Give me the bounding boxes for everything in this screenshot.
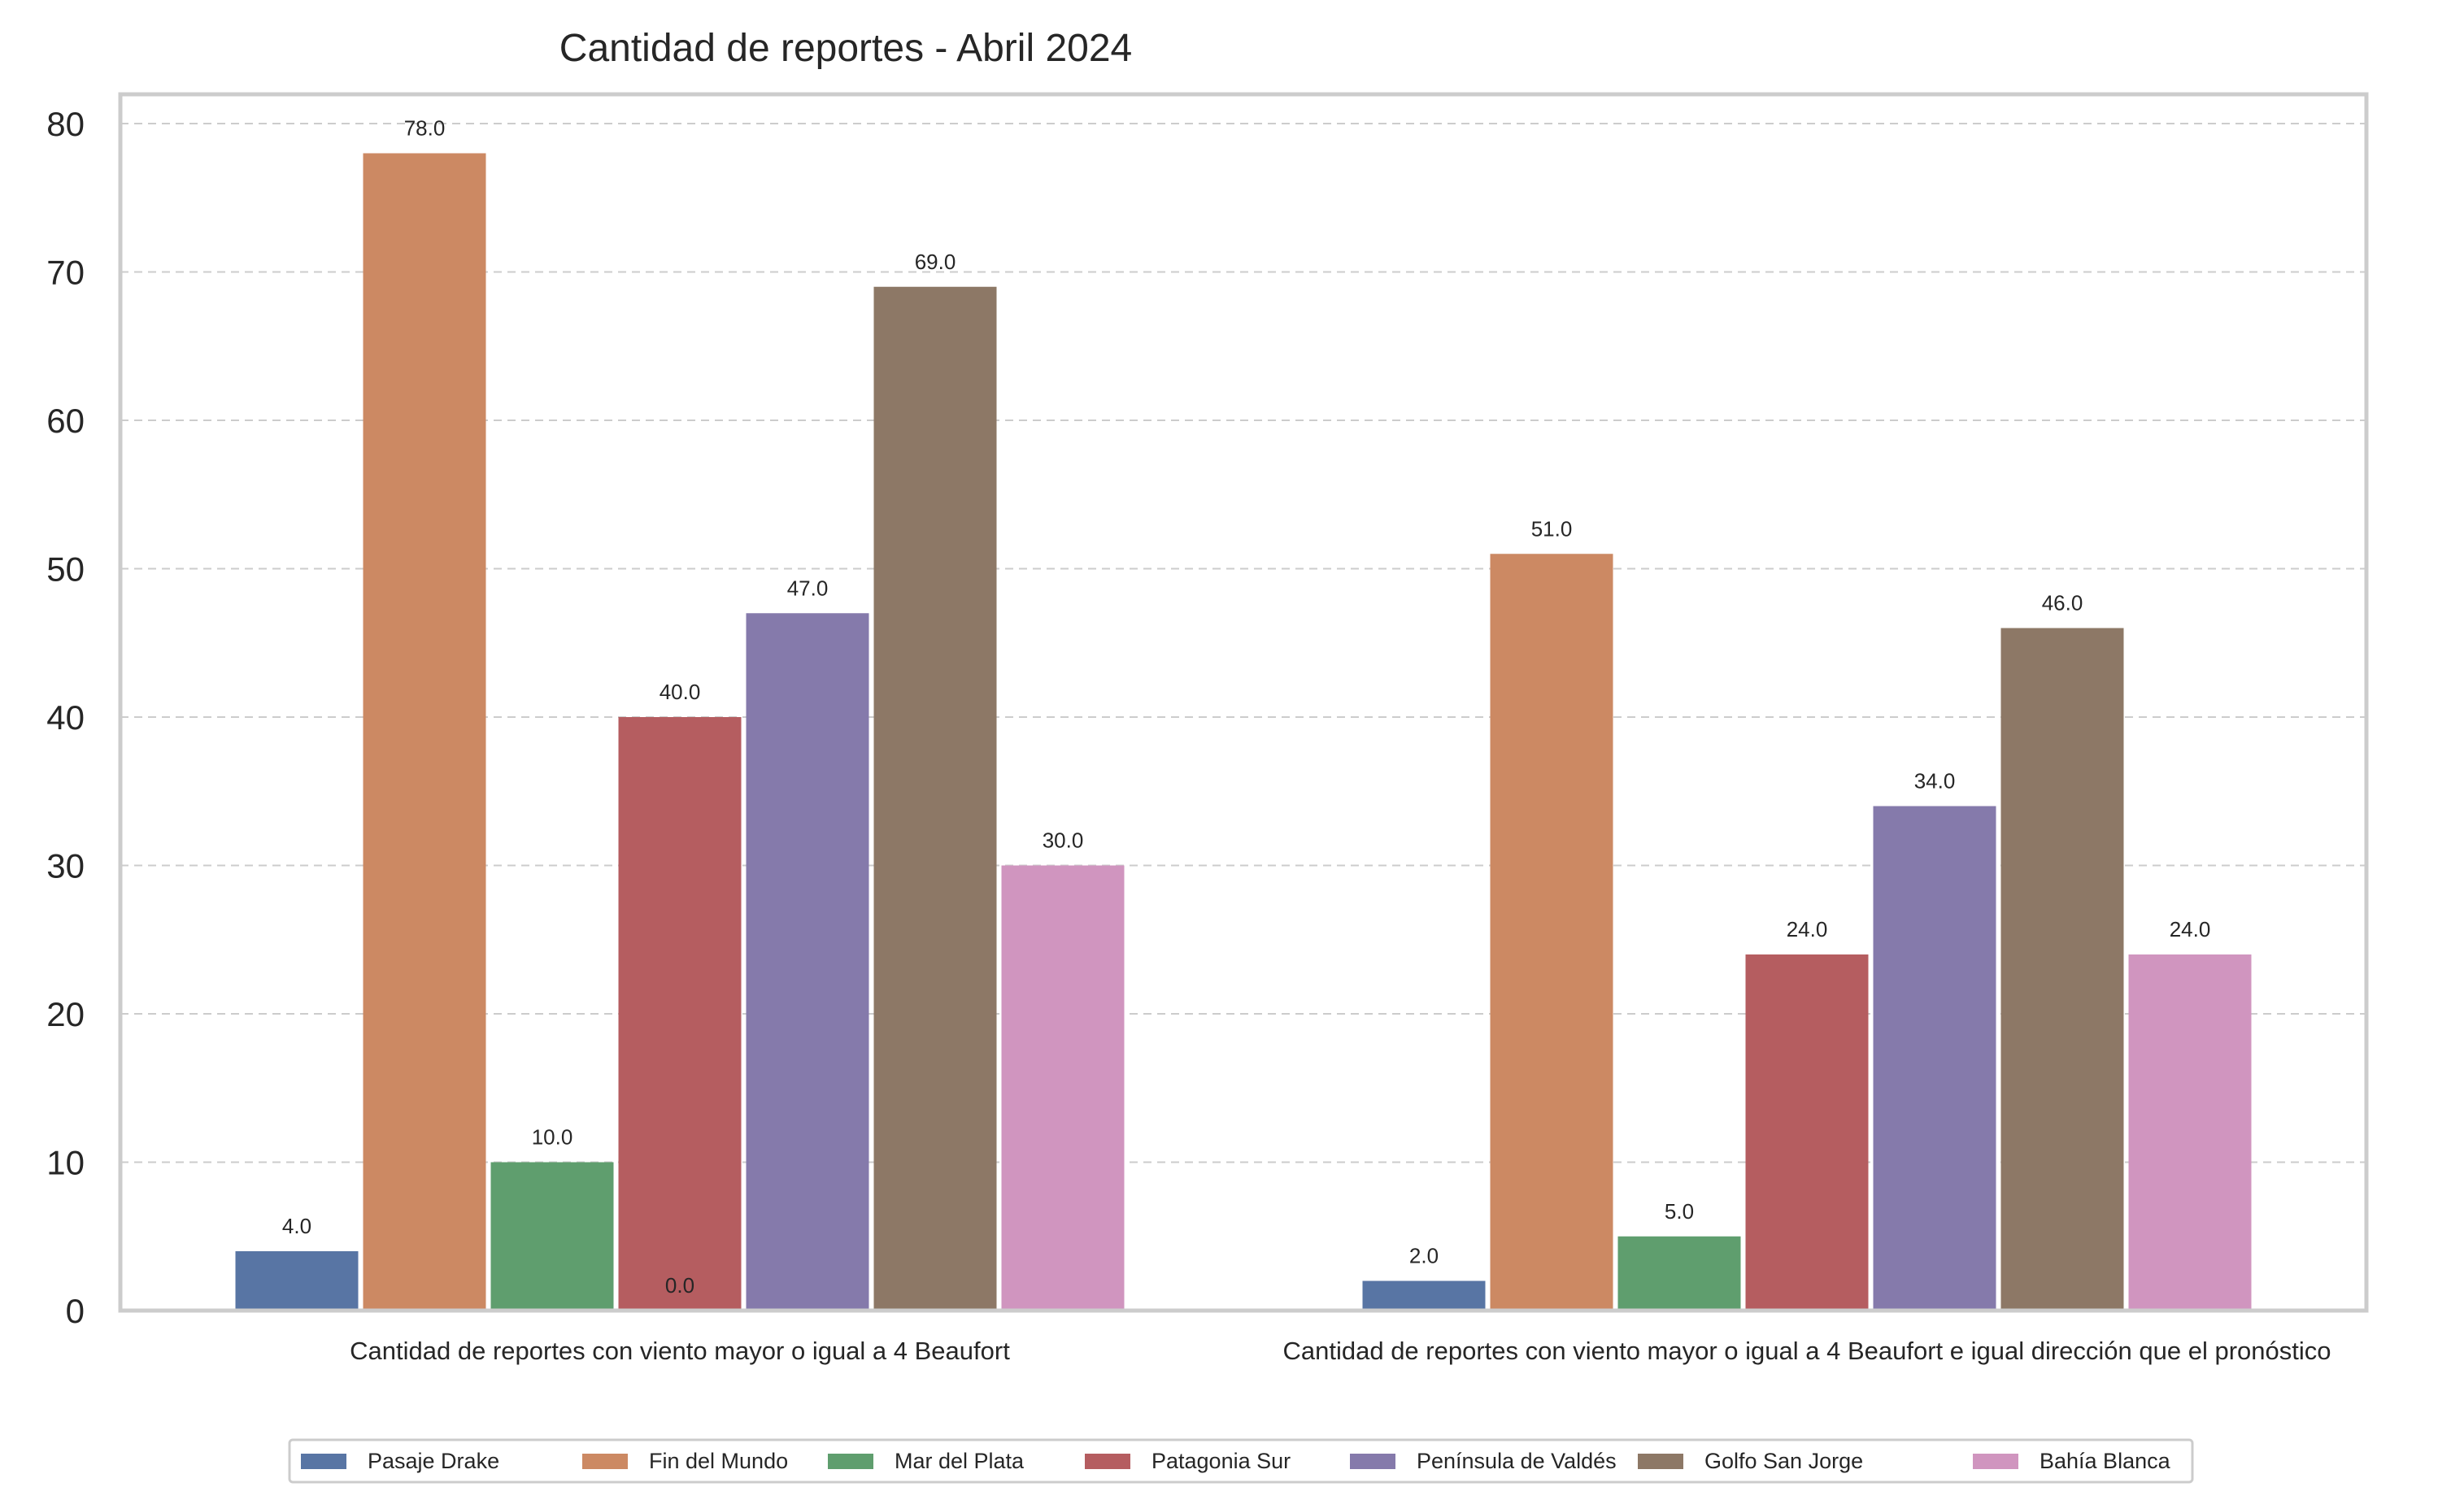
bar	[1490, 554, 1613, 1311]
data-labels: 4.0 78.0 10.0 40.0 47.0 69.0 30.0 2.0 51.0 5.0 24.…	[282, 116, 2210, 1298]
y-tick-label: 70	[46, 254, 85, 292]
data-label: 34.0	[1914, 769, 1956, 793]
bar	[1001, 865, 1125, 1311]
legend-label: Fin del Mundo	[649, 1449, 788, 1473]
x-category-label: Cantidad de reportes con viento mayor o …	[350, 1337, 1010, 1365]
chart-title: Cantidad de reportes - Abril 2024	[559, 27, 1132, 70]
legend-label: Península de Valdés	[1417, 1449, 1617, 1473]
bar	[1745, 954, 1869, 1311]
x-category-label: Cantidad de reportes con viento mayor o …	[1282, 1337, 2331, 1365]
bar	[235, 1251, 359, 1311]
y-tick-label: 80	[46, 105, 85, 143]
data-label: 0.0	[665, 1273, 694, 1298]
legend-label: Pasaje Drake	[368, 1449, 499, 1473]
bars	[235, 153, 2252, 1311]
data-label: 69.0	[915, 250, 956, 274]
legend-label: Bahía Blanca	[2040, 1449, 2171, 1473]
data-label: 78.0	[404, 116, 446, 141]
plot-frame	[118, 92, 2369, 1313]
data-label: 40.0	[660, 680, 701, 704]
data-label: 24.0	[2170, 917, 2211, 941]
bar	[1617, 1236, 1741, 1311]
y-tick-label: 40	[46, 698, 85, 737]
y-axis-ticks: 0 10 20 30 40 50 60 70 80	[46, 105, 85, 1330]
legend: Pasaje Drake Fin del Mundo Mar del Plata Pa…	[288, 1438, 2194, 1484]
bar	[618, 717, 742, 1311]
y-tick-label: 30	[46, 847, 85, 885]
legend-swatch	[1973, 1454, 2018, 1469]
bar	[490, 1162, 614, 1311]
data-label: 46.0	[2042, 591, 2083, 615]
legend-swatch	[301, 1454, 346, 1469]
data-label: 5.0	[1665, 1199, 1694, 1224]
legend-label: Patagonia Sur	[1151, 1449, 1291, 1473]
y-tick-label: 60	[46, 402, 85, 440]
y-tick-label: 20	[46, 995, 85, 1033]
data-label: 2.0	[1409, 1244, 1439, 1268]
bar	[2128, 954, 2252, 1311]
bar	[2000, 628, 2124, 1311]
bar	[873, 286, 997, 1311]
legend-label: Mar del Plata	[895, 1449, 1025, 1473]
x-axis-categories: Cantidad de reportes con viento mayor o …	[350, 1337, 2331, 1365]
y-tick-label: 10	[46, 1144, 85, 1182]
data-label: 10.0	[532, 1125, 573, 1150]
y-tick-label: 0	[66, 1292, 85, 1330]
legend-swatch	[1638, 1454, 1683, 1469]
legend-swatch	[582, 1454, 628, 1469]
bar	[1873, 806, 1996, 1311]
y-tick-label: 50	[46, 550, 85, 589]
bar	[1362, 1280, 1486, 1311]
data-label: 47.0	[787, 576, 829, 600]
legend-label: Golfo San Jorge	[1704, 1449, 1863, 1473]
data-label: 51.0	[1531, 516, 1573, 541]
grid-lines	[120, 123, 2366, 1163]
data-label: 24.0	[1787, 917, 1828, 941]
bar	[363, 153, 486, 1311]
legend-swatch	[1085, 1454, 1130, 1469]
data-label: 30.0	[1043, 828, 1084, 853]
legend-box	[288, 1438, 2194, 1484]
legend-swatch	[1350, 1454, 1395, 1469]
legend-swatch	[828, 1454, 873, 1469]
bar	[746, 613, 869, 1311]
data-label: 4.0	[282, 1214, 311, 1238]
